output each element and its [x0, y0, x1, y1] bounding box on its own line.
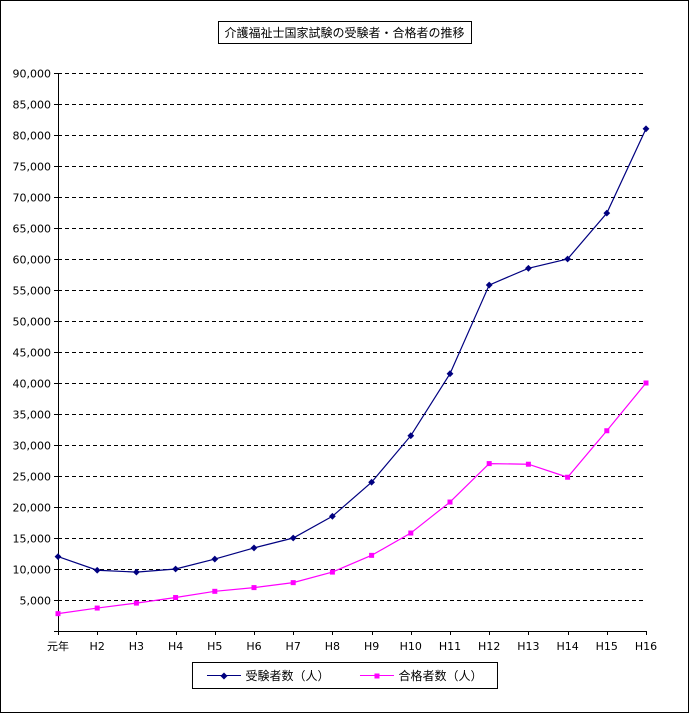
data-point-square — [486, 461, 492, 467]
x-axis-label: H3 — [129, 640, 144, 653]
data-point-square — [643, 380, 649, 386]
legend: 受験者数（人） 合格者数（人） — [191, 662, 498, 689]
y-axis-label: 10,000 — [13, 564, 52, 577]
series-line-0 — [57, 128, 647, 573]
x-axis-label: H16 — [635, 640, 657, 653]
y-axis-label: 5,000 — [20, 595, 52, 608]
data-point-square — [55, 611, 61, 617]
legend-label-passers: 合格者数（人） — [398, 669, 483, 683]
series-line-1 — [57, 382, 647, 615]
data-point-diamond — [407, 432, 415, 440]
x-axis-label: H14 — [556, 640, 578, 653]
data-point-square — [94, 605, 100, 611]
data-point-square — [329, 569, 335, 575]
data-point-diamond — [642, 125, 650, 133]
data-point-square — [173, 595, 179, 601]
data-point-square — [133, 600, 139, 606]
x-axis-label: H9 — [364, 640, 379, 653]
data-point-diamond — [368, 478, 375, 486]
data-point-diamond — [564, 255, 571, 263]
x-axis-label: H6 — [246, 640, 261, 653]
legend-label-examinees: 受験者数（人） — [245, 669, 330, 683]
examinees-diamond-marker-icon — [219, 671, 228, 680]
data-point-diamond — [54, 553, 62, 560]
data-point-square — [525, 461, 531, 467]
data-point-square — [290, 580, 296, 586]
y-axis-label: 45,000 — [13, 347, 52, 360]
examinees-line-swatch — [206, 671, 241, 680]
data-point-diamond — [289, 534, 297, 542]
y-axis-label: 40,000 — [13, 378, 52, 391]
y-axis-label: 55,000 — [13, 285, 52, 298]
data-point-diamond — [133, 568, 140, 576]
passers-line-swatch — [359, 671, 394, 680]
data-point-square — [369, 552, 375, 558]
x-axis-label: H11 — [439, 640, 461, 653]
x-axis-label: 元年 — [47, 639, 69, 653]
y-axis-label: 60,000 — [13, 254, 52, 267]
x-axis-label: H15 — [596, 640, 618, 653]
x-axis-label: H12 — [478, 640, 500, 653]
x-axis-label: H5 — [207, 640, 222, 653]
x-axis-label: H8 — [325, 640, 340, 653]
x-axis-label: H2 — [90, 640, 105, 653]
data-point-square — [408, 530, 414, 536]
y-axis-label: 80,000 — [13, 130, 52, 143]
y-axis-label: 65,000 — [13, 223, 52, 236]
x-axis-label: H4 — [168, 640, 183, 653]
passers-square-marker-icon — [374, 673, 379, 678]
data-point-diamond — [525, 264, 532, 272]
x-axis-label: H10 — [400, 640, 422, 653]
y-axis-label: 20,000 — [13, 502, 52, 515]
y-axis-label: 30,000 — [13, 440, 52, 453]
y-axis-label: 70,000 — [13, 192, 52, 205]
y-axis-label: 25,000 — [13, 471, 52, 484]
y-axis-label: 35,000 — [13, 409, 52, 422]
y-axis-label: 90,000 — [13, 68, 52, 81]
data-point-square — [212, 588, 218, 594]
data-point-diamond — [172, 565, 179, 573]
data-point-diamond — [485, 281, 493, 289]
x-axis-label: H13 — [517, 640, 539, 653]
x-axis-label: H7 — [286, 640, 301, 653]
data-point-square — [447, 499, 453, 505]
data-point-square — [565, 474, 571, 480]
y-axis-label: 75,000 — [13, 161, 52, 174]
data-point-diamond — [329, 512, 336, 520]
data-point-diamond — [250, 544, 258, 552]
data-point-square — [251, 585, 257, 591]
data-point-diamond — [446, 370, 454, 378]
legend-entry-examinees: 受験者数（人） — [206, 667, 330, 684]
y-axis-label: 15,000 — [13, 533, 52, 546]
data-point-square — [604, 428, 610, 434]
data-point-diamond — [603, 209, 611, 217]
y-axis-label: 50,000 — [13, 316, 52, 329]
y-axis-label: 85,000 — [13, 99, 52, 112]
legend-entry-passers: 合格者数（人） — [359, 667, 483, 684]
data-point-diamond — [93, 566, 101, 574]
data-point-diamond — [211, 555, 219, 563]
chart-title: 介護福祉士国家試験の受験者・合格者の推移 — [217, 21, 472, 44]
